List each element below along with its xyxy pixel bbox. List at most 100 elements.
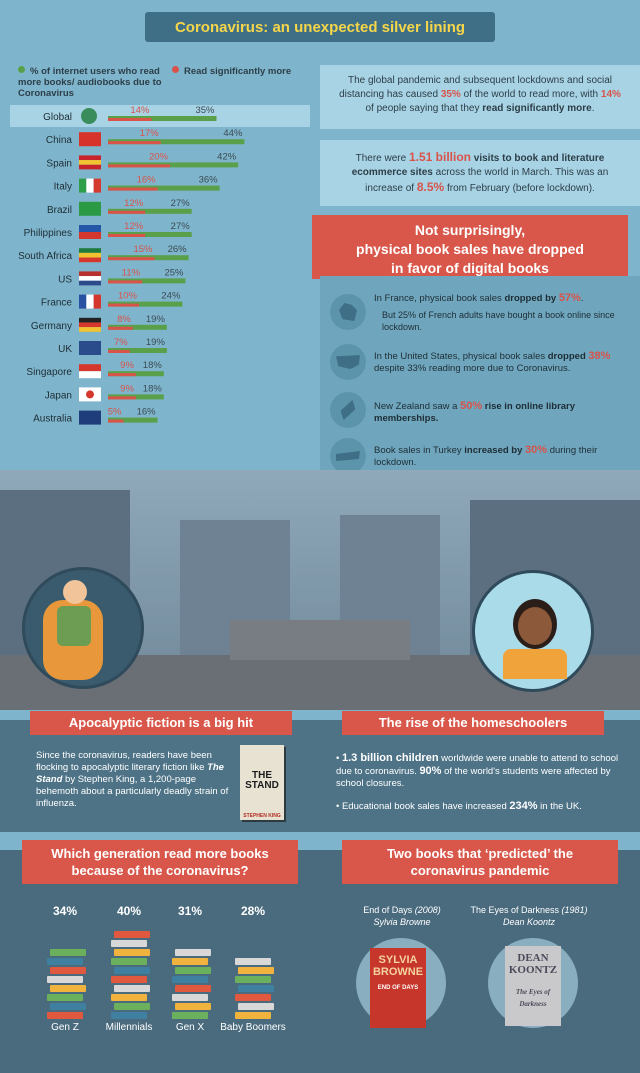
- apocalyptic-title: Apocalyptic fiction is a big hit: [30, 711, 292, 735]
- flag-stripe: [79, 164, 101, 170]
- generation-label: Gen Z: [51, 1022, 79, 1033]
- digital-books-banner: Not surprisingly, physical book sales ha…: [312, 215, 628, 279]
- label-read-more: 18%: [143, 360, 163, 371]
- bar-read-more: [108, 162, 239, 168]
- bar-read-significantly: [108, 350, 130, 353]
- country-label: Singapore: [26, 367, 72, 378]
- bar-read-more: [108, 417, 158, 423]
- flag-stripe: [79, 371, 101, 379]
- country-label: Spain: [46, 158, 72, 169]
- end-of-days-cover-author-last: BROWNE: [372, 966, 424, 978]
- bar-read-more: [108, 348, 167, 353]
- label-read-more: 19%: [146, 314, 166, 325]
- predicted-title: Two books that ‘predicted’ the coronavir…: [342, 840, 618, 884]
- flag-stripe: [79, 317, 101, 323]
- flag-stripe: [79, 322, 101, 328]
- book-stack-item: [111, 994, 147, 1001]
- label-read-significantly: 14%: [130, 105, 150, 116]
- france-map-icon: [330, 294, 366, 330]
- country-label: Italy: [54, 182, 72, 193]
- country-label: China: [46, 135, 73, 146]
- legend-read-significantly: Read significantly more: [172, 66, 312, 77]
- bar-read-more: [108, 324, 167, 330]
- turkey-map-icon: [330, 438, 366, 474]
- book-stack-item: [50, 967, 86, 974]
- generation-pct: 28%: [240, 904, 266, 918]
- banner-line-3: in favor of digital books: [391, 260, 549, 276]
- book-stack-item: [235, 994, 271, 1001]
- book-stack-item: [114, 985, 150, 992]
- generation-label: Baby Boomers: [220, 1022, 286, 1033]
- page-title: Coronavirus: an unexpected silver lining: [174, 18, 466, 36]
- homeschool-bullet-1: • 1.3 billion children worldwide were un…: [336, 752, 619, 789]
- country-label: Philippines: [24, 228, 72, 239]
- label-read-more: 36%: [199, 175, 219, 186]
- book-stack-item: [50, 985, 86, 992]
- intro-pct-1: 35%: [440, 89, 461, 100]
- intro-box: The global pandemic and subsequent lockd…: [320, 65, 640, 129]
- visits-text-1: There were: [355, 153, 409, 164]
- bar-read-significantly: [108, 141, 161, 145]
- banner-line-2: physical book sales have dropped: [356, 241, 584, 257]
- visits-text-3: across the world in March. This was an i…: [365, 167, 609, 194]
- label-read-significantly: 7%: [114, 337, 128, 348]
- visits-text-4: from February (before lockdown).: [444, 183, 595, 194]
- label-read-significantly: 16%: [137, 175, 157, 186]
- usa-map-icon: [330, 344, 366, 380]
- eyes-of-darkness-cover: DEAN KOONTZ The Eyes of Darkness: [505, 946, 561, 1026]
- bar-read-significantly: [108, 187, 158, 191]
- bar-read-more: [108, 139, 245, 145]
- book-stack-item: [47, 958, 83, 965]
- label-read-significantly: 20%: [149, 151, 169, 162]
- book-stack-item: [47, 994, 83, 1001]
- book-stack-item: [175, 1003, 211, 1010]
- country-label: US: [58, 274, 72, 285]
- bar-read-significantly: [108, 234, 146, 237]
- label-read-significantly: 9%: [120, 383, 134, 394]
- bar-read-significantly: [108, 303, 139, 307]
- bar-read-significantly: [108, 326, 133, 330]
- flag-stripe: [86, 294, 94, 309]
- label-read-significantly: 15%: [133, 244, 153, 255]
- intro-text-2: of the world to read more, with: [460, 89, 601, 100]
- book-stack-item: [238, 1003, 274, 1010]
- girl-homeschooling-illustration: [472, 570, 594, 692]
- bar-read-more: [108, 301, 183, 307]
- country-label: Global: [43, 112, 72, 123]
- label-read-more: 16%: [137, 407, 157, 418]
- label-read-significantly: 17%: [140, 128, 160, 139]
- book-stack-item: [175, 949, 211, 956]
- visits-text-2: visits to book and literature ecommerce …: [351, 153, 605, 178]
- book-stack-item: [175, 967, 211, 974]
- book-stack-item: [111, 940, 147, 947]
- book-stack-item: [172, 958, 208, 965]
- country-label: Japan: [45, 390, 72, 401]
- label-read-significantly: 12%: [124, 198, 144, 209]
- label-read-more: 26%: [168, 244, 188, 255]
- flag-stripe: [79, 280, 101, 286]
- flag-stripe: [79, 252, 101, 258]
- new-zealand-map-icon: [330, 392, 366, 428]
- flag-stripe: [86, 178, 94, 193]
- label-read-more: 18%: [143, 383, 163, 394]
- flag-stripe: [79, 160, 101, 165]
- homeschool-panel: [320, 720, 640, 832]
- flag-stripe: [79, 232, 101, 239]
- globe-icon: [81, 108, 97, 124]
- flag-stripe: [79, 257, 101, 263]
- book-stack-item: [238, 985, 274, 992]
- bar-read-significantly: [108, 419, 124, 423]
- bar-read-more: [108, 185, 220, 191]
- flag-stripe: [79, 225, 101, 232]
- visits-box: There were 1.51 billion visits to book a…: [320, 140, 640, 206]
- intro-pct-2: 14%: [600, 89, 621, 100]
- label-read-more: 35%: [195, 105, 215, 116]
- country-label: UK: [58, 344, 72, 355]
- bar-read-more: [108, 116, 217, 121]
- label-read-significantly: 9%: [120, 360, 134, 371]
- visits-number: 1.51 billion: [408, 150, 471, 164]
- book-stack-item: [114, 931, 150, 938]
- book-stack-item: [114, 949, 150, 956]
- label-read-significantly: 8%: [117, 314, 131, 325]
- book-stack-item: [111, 958, 147, 965]
